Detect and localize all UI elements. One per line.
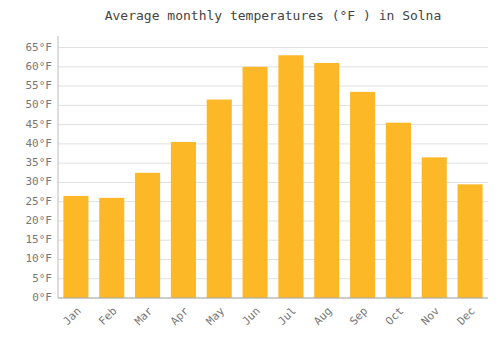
x-tick-label: Jun xyxy=(240,305,263,328)
grid-line xyxy=(58,298,488,299)
grid-line xyxy=(58,105,488,106)
x-tick-label: Jan xyxy=(60,305,83,328)
title: Average monthly temperatures (°F ) in So… xyxy=(105,8,442,23)
y-tick-label: 40°F xyxy=(26,137,53,150)
y-tick-label: 25°F xyxy=(26,195,53,208)
x-tick-label: Mar xyxy=(132,304,156,328)
bar xyxy=(278,55,303,298)
bar xyxy=(99,198,124,298)
x-tick-label: Feb xyxy=(96,305,119,328)
bar xyxy=(207,100,232,298)
x-axis-line xyxy=(58,298,488,299)
y-tick-label: 50°F xyxy=(26,98,53,111)
y-tick-label: 45°F xyxy=(26,118,53,131)
grid-line xyxy=(58,47,488,48)
grid-line xyxy=(58,143,488,144)
y-tick-label: 35°F xyxy=(26,156,53,169)
bar xyxy=(63,196,88,298)
chart-container: 0°F 5°F 10°F 15°F 20°F 25°F 30°F 35°F 40°F 45°F 50… xyxy=(0,0,500,350)
y-tick-label: 10°F xyxy=(26,252,53,265)
bar xyxy=(458,184,483,298)
y-axis-line xyxy=(58,36,59,298)
y-tick-label: 20°F xyxy=(26,214,53,227)
x-tick-label: Oct xyxy=(383,305,406,328)
chart: 0°F 5°F 10°F 15°F 20°F 25°F 30°F 35°F 40°F 45°F 50… xyxy=(0,0,500,350)
y-tick-label: 65°F xyxy=(26,41,53,54)
x-tick-label: Apr xyxy=(168,304,192,328)
grid-line xyxy=(58,124,488,125)
x-tick-label: Aug xyxy=(311,305,334,328)
y-tick-label: 60°F xyxy=(26,60,53,73)
grid-line xyxy=(58,66,488,67)
grid-line xyxy=(58,86,488,87)
y-grid xyxy=(58,48,488,298)
bar xyxy=(386,123,411,298)
bar xyxy=(171,142,196,298)
x-tick-label: Sep xyxy=(347,305,370,328)
y-tick-label: 55°F xyxy=(26,79,53,92)
x-tick-label: Nov xyxy=(419,304,443,328)
y-tick-label: 30°F xyxy=(26,175,53,188)
y-tick-label: 15°F xyxy=(26,233,53,246)
bar xyxy=(135,173,160,298)
bar xyxy=(422,157,447,298)
bars xyxy=(63,55,482,298)
x-tick-label: Jul xyxy=(275,305,298,328)
bar xyxy=(350,92,375,298)
bar xyxy=(243,67,268,298)
y-tick-label: 0°F xyxy=(32,291,52,304)
y-tick-label: 5°F xyxy=(32,272,52,285)
x-tick-label: May xyxy=(204,304,228,328)
x-tick-label: Dec xyxy=(455,305,478,328)
bar xyxy=(314,63,339,298)
